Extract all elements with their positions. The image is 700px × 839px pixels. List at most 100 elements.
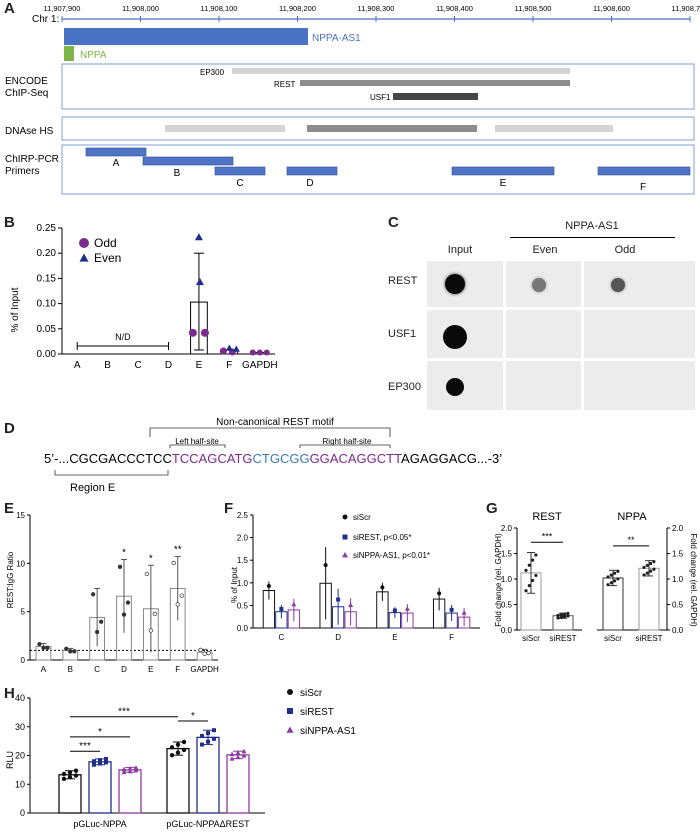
svg-text:1.0: 1.0: [672, 575, 684, 584]
group-label: REST: [532, 511, 562, 523]
xtick-label: F: [449, 633, 454, 642]
svg-text:40: 40: [15, 693, 25, 703]
svg-text:20: 20: [15, 751, 25, 761]
panel-e-chart: REST:IgG Ratio 0 5 10 15 A B C D * E * F ** GAPDH: [6, 511, 219, 674]
dnase-track-box: [61, 116, 695, 141]
point-even: [195, 277, 204, 286]
legend-item: siScr: [300, 688, 323, 699]
legend-odd: Odd: [94, 236, 117, 250]
primer-C: [214, 166, 266, 176]
legend-item: siREST, p<0.05*: [353, 533, 411, 542]
dot-rest-odd: [611, 278, 625, 292]
dnase-peak-2: [307, 125, 477, 132]
col-even: Even: [532, 244, 558, 256]
primer-F: [597, 166, 691, 176]
xtick-label: D: [335, 633, 341, 642]
bar: [118, 769, 142, 814]
row-rest: REST: [388, 275, 418, 287]
svg-text:30: 30: [15, 722, 25, 732]
panel-label-g: G: [486, 500, 498, 517]
primer-label: C: [236, 178, 243, 189]
primer-bars: A B C D E F: [85, 147, 691, 193]
nd-annotation: N/D: [115, 332, 131, 342]
chirp-label-line1: ChIRP-PCR: [5, 154, 59, 165]
legend-even: Even: [94, 251, 121, 265]
svg-text:2.0: 2.0: [501, 524, 513, 533]
chr-label: Chr 1:: [32, 14, 59, 25]
legend-item: siNPPA-AS1, p<0.01*: [353, 551, 430, 560]
svg-text:5: 5: [21, 608, 26, 617]
row-ep300: EP300: [388, 381, 422, 393]
legend-item: siNPPA-AS1: [300, 726, 356, 737]
motif-title: Non-canonical REST motif: [216, 417, 334, 428]
dnase-peak-1: [165, 125, 285, 132]
nppa-gene: [64, 46, 74, 61]
bar: [88, 761, 112, 814]
bar: [196, 736, 220, 814]
legend-item: siREST: [300, 707, 334, 718]
panel-label-c: C: [388, 214, 399, 231]
dot-rest-even: [532, 278, 546, 292]
group-label: NPPA: [617, 511, 647, 523]
left-half-label: Left half-site: [175, 437, 219, 446]
legend-odd-marker: [79, 238, 89, 248]
ep300-label: EP300: [200, 68, 225, 77]
xtick-label: pGLuc-NPPAΔREST: [166, 819, 250, 829]
dot-ep300-input: [446, 378, 464, 396]
axis-tick-label: 11,908,300: [358, 4, 395, 13]
svg-text:0.5: 0.5: [672, 601, 684, 610]
axis-tick-label: 11,908,700: [672, 4, 700, 13]
usf1-label: USF1: [370, 93, 391, 102]
significance: *: [122, 547, 126, 558]
significance: ***: [118, 707, 130, 718]
panel-g-chart: Fold change (rel. GAPDH) Fold change (re…: [494, 511, 698, 643]
svg-text:15: 15: [16, 511, 25, 520]
significance: *: [98, 727, 102, 738]
primer-A: [85, 147, 147, 157]
dotblot-header-line: [510, 237, 675, 238]
ytick-label: 0.10: [37, 299, 57, 310]
nppa-as1-label: NPPA-AS1: [312, 33, 361, 44]
panel-label-b: B: [4, 214, 15, 231]
primer-label: B: [174, 168, 181, 179]
xtick-label: D: [121, 665, 127, 674]
svg-text:0.5: 0.5: [237, 601, 249, 610]
svg-text:0.0: 0.0: [501, 626, 513, 635]
xtick-label: GAPDH: [242, 360, 278, 371]
panel-label-h: H: [4, 685, 15, 702]
xtick-label: B: [68, 665, 73, 674]
svg-text:1.5: 1.5: [672, 550, 684, 559]
row-usf1: USF1: [388, 328, 417, 340]
rest-peak: [300, 80, 570, 86]
panel-b-ylabel: % of Input: [10, 287, 21, 332]
dnase-label: DNAse HS: [5, 126, 54, 137]
svg-text:2.5: 2.5: [237, 511, 249, 520]
panel-label-a: A: [4, 0, 15, 17]
bar: [58, 774, 82, 814]
xtick-label: GAPDH: [190, 665, 219, 674]
rest-label: REST: [274, 80, 295, 89]
axis-tick-label: 11,907,900: [44, 4, 81, 13]
ytick-label: 0.00: [37, 349, 57, 360]
ytick-label: 0.15: [37, 273, 57, 284]
primer-label: A: [113, 158, 120, 169]
bar: [638, 567, 660, 631]
svg-text:1.0: 1.0: [237, 579, 249, 588]
svg-text:0.5: 0.5: [501, 601, 513, 610]
panel-g-ylabel-right: Fold change (rel. GAPDH): [689, 533, 698, 627]
panel-label-f: F: [224, 500, 234, 517]
xtick-label: D: [165, 360, 172, 371]
axis-tick-label: 11,908,400: [436, 4, 473, 13]
nppa-as1-gene: [64, 28, 308, 45]
encode-label-line2: ChIP-Seq: [5, 88, 48, 99]
axis-tick-label: 11,908,100: [201, 4, 238, 13]
chirp-label-line2: Primers: [5, 166, 39, 177]
dot-usf1-input: [443, 325, 467, 349]
panel-e-ylabel: REST:IgG Ratio: [6, 551, 15, 608]
chirp-track-box: [61, 144, 695, 195]
encode-label-line1: ENCODE: [5, 76, 48, 87]
xtick-label: A: [41, 665, 47, 674]
svg-text:10: 10: [15, 779, 25, 789]
